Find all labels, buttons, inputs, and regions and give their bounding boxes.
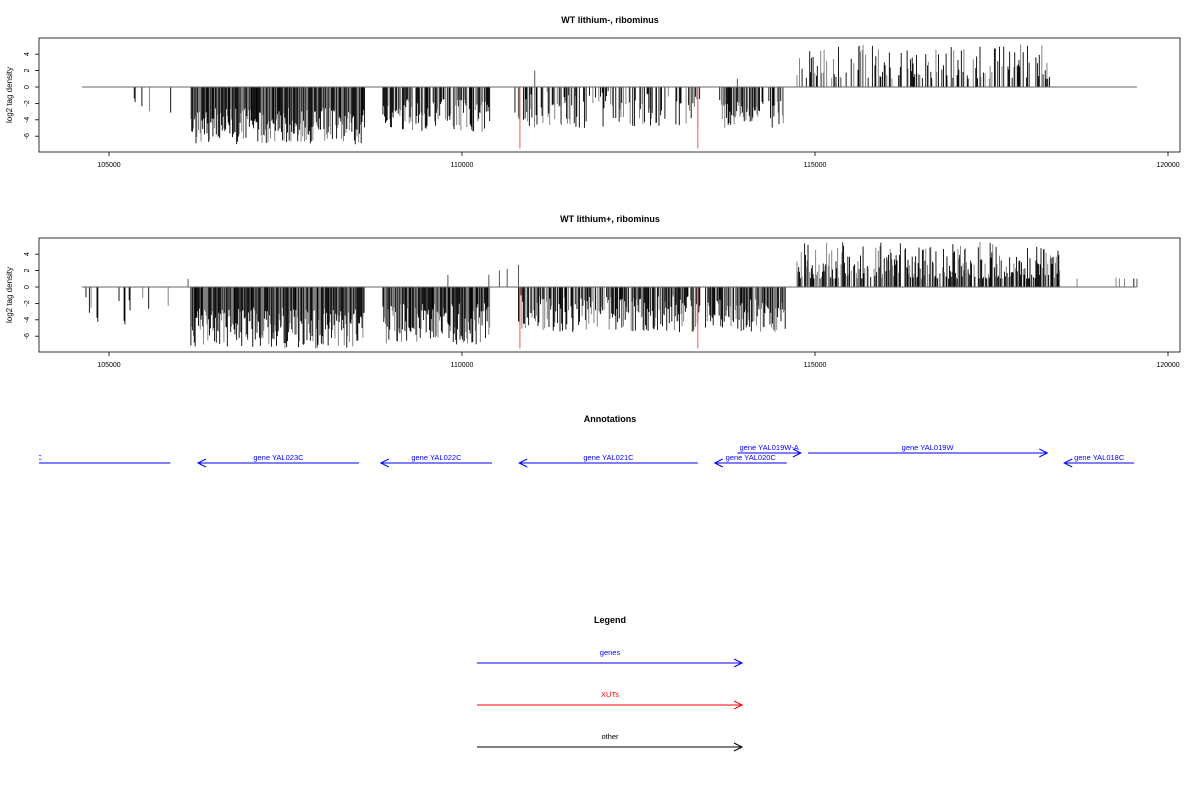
x-tick-label: 110000 <box>451 162 474 169</box>
legend-label: XUTs <box>601 690 619 699</box>
y-tick-label: 0 <box>24 85 31 89</box>
legend-item-xuts: XUTs <box>477 690 744 710</box>
y-tick-label: 4 <box>24 52 31 56</box>
legend-arrowhead <box>733 742 744 752</box>
gene-label: gene YAL019W-A <box>740 443 799 452</box>
y-tick-label: 4 <box>24 252 31 256</box>
y-tick-label: -4 <box>24 117 31 123</box>
track-lithium-plus: WT lithium+, ribominus log2 tag density … <box>5 214 1181 369</box>
gene-label: gene YAL019W <box>902 443 955 452</box>
legend-label: genes <box>600 648 621 657</box>
x-tick-label: 115000 <box>804 162 827 169</box>
gene-feature: C <box>3 453 171 467</box>
legend: Legend genes XUTs other <box>477 615 744 752</box>
gene-arrowhead <box>3 459 11 467</box>
y-tick-label: -6 <box>24 133 31 139</box>
gene-arrowhead <box>196 458 207 468</box>
legend-arrowhead <box>733 700 744 710</box>
y-tick-label: 2 <box>24 69 31 73</box>
gene-arrowhead <box>379 458 390 468</box>
track-title: WT lithium-, ribominus <box>561 15 659 25</box>
x-tick-label: 105000 <box>97 162 120 169</box>
gene-label: gene YAL023C <box>253 453 304 462</box>
gene-arrowhead <box>792 448 802 458</box>
y-tick-label: -2 <box>24 300 31 306</box>
plot-frame <box>38 37 1181 153</box>
gene-feature: gene YAL020C <box>713 453 787 468</box>
x-tick-label: 115000 <box>804 362 827 369</box>
gene-feature: gene YAL019W <box>807 443 1049 458</box>
legend-label: other <box>601 732 619 741</box>
gene-arrowhead <box>1063 458 1073 468</box>
y-axis-label: log2 tag density <box>5 67 14 123</box>
legend-title: Legend <box>594 615 626 625</box>
gene-feature: gene YAL022C <box>379 453 493 468</box>
x-tick-label: 120000 <box>1156 162 1179 169</box>
plot-frame <box>38 237 1181 353</box>
annotations-title: Annotations <box>584 414 637 424</box>
y-axis-label: log2 tag density <box>5 267 14 323</box>
gene-arrowhead <box>1039 448 1049 458</box>
legend-item-other: other <box>477 732 744 752</box>
x-tick-label: 110000 <box>451 362 474 369</box>
y-tick-label: 0 <box>24 285 31 289</box>
track-lithium-minus: WT lithium-, ribominus log2 tag density … <box>5 15 1181 169</box>
legend-item-genes: genes <box>477 648 744 668</box>
gene-feature: gene YAL021C <box>518 453 698 468</box>
gene-arrowhead <box>713 458 723 468</box>
gene-feature: gene YAL018C <box>1063 453 1135 468</box>
y-tick-label: -2 <box>24 100 31 106</box>
gene-arrowhead <box>518 458 528 468</box>
gene-label: gene YAL018C <box>1074 453 1125 462</box>
y-tick-label: -4 <box>24 317 31 323</box>
x-tick-label: 120000 <box>1156 362 1179 369</box>
y-tick-label: 2 <box>24 269 31 273</box>
gene-label: gene YAL022C <box>411 453 462 462</box>
legend-arrowhead <box>733 658 744 668</box>
y-tick-label: -6 <box>24 333 31 339</box>
gene-label: C <box>37 453 43 462</box>
gene-feature: gene YAL023C <box>196 453 359 468</box>
x-tick-label: 105000 <box>97 362 120 369</box>
gene-label: gene YAL020C <box>726 453 777 462</box>
gene-label: gene YAL021C <box>583 453 634 462</box>
gene-feature: gene YAL019W-A <box>737 443 802 458</box>
track-title: WT lithium+, ribominus <box>560 214 660 224</box>
